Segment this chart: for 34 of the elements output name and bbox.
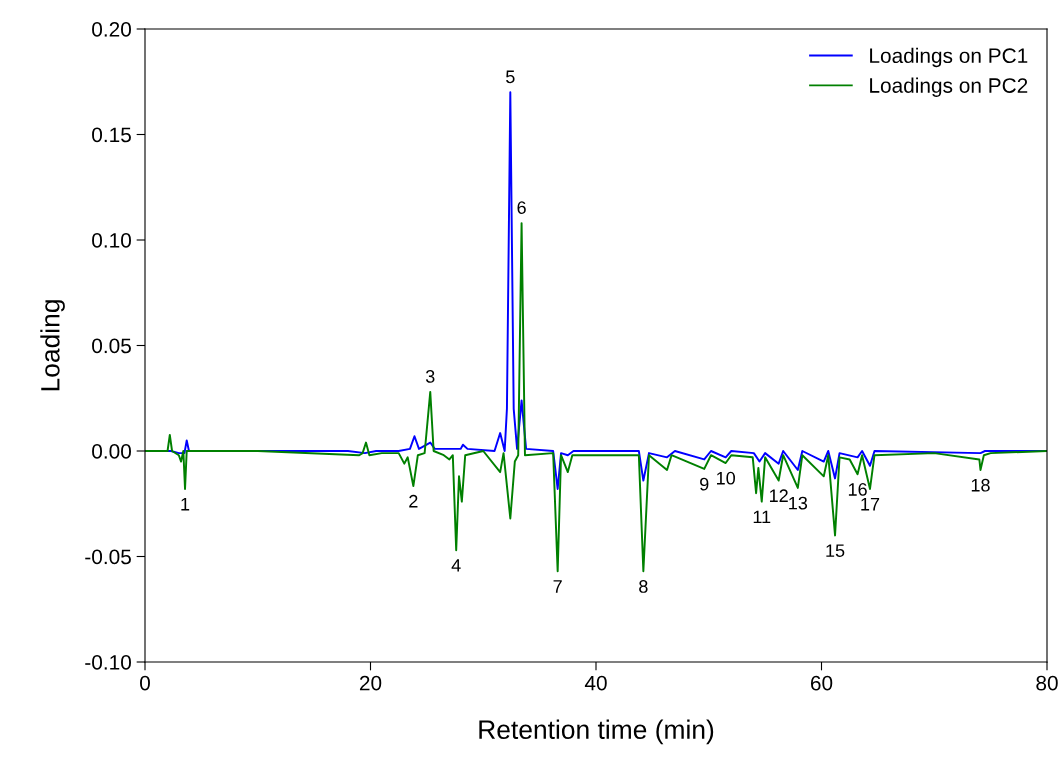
x-tick-label: 80 <box>1036 675 1058 691</box>
annotation: 18 <box>971 478 990 492</box>
y-tick-label: -0.10 <box>85 655 131 670</box>
legend-label: Loadings on PC2 <box>870 77 1028 98</box>
y-tick-label: 0.15 <box>92 127 131 143</box>
annotation: 12 <box>769 489 788 502</box>
annotation: 10 <box>717 471 735 485</box>
x-axis-title: Retention time (min) <box>479 719 714 745</box>
annotation: 8 <box>639 580 648 593</box>
annotation: 13 <box>789 496 808 510</box>
annotation: 16 <box>848 483 867 496</box>
annotation: 2 <box>409 494 418 508</box>
annotation: 3 <box>425 370 435 383</box>
x-tick-label: 0 <box>140 675 150 691</box>
annotation: 5 <box>506 70 515 84</box>
x-tick-label: 20 <box>359 675 382 691</box>
y-axis-title: Loading <box>40 300 65 391</box>
y-tick-label: 0.05 <box>92 338 131 354</box>
annotation: 11 <box>753 510 771 524</box>
y-tick-label: 0.00 <box>92 444 131 459</box>
y-tick-label: 0.10 <box>92 233 131 248</box>
annotation: 17 <box>861 497 880 511</box>
annotation: 9 <box>700 477 709 491</box>
annotation: 7 <box>553 580 562 593</box>
x-tick-label: 60 <box>810 675 833 691</box>
line-series <box>145 222 1047 573</box>
annotation: 1 <box>181 497 190 511</box>
legend-label: Loadings on PC1 <box>870 47 1028 68</box>
annotation: 15 <box>826 544 845 557</box>
y-tick-label: 0.20 <box>92 22 131 37</box>
annotation: 6 <box>517 201 526 214</box>
annotation: 4 <box>451 559 461 572</box>
x-tick-label: 40 <box>584 675 607 691</box>
y-tick-label: -0.05 <box>85 549 131 565</box>
